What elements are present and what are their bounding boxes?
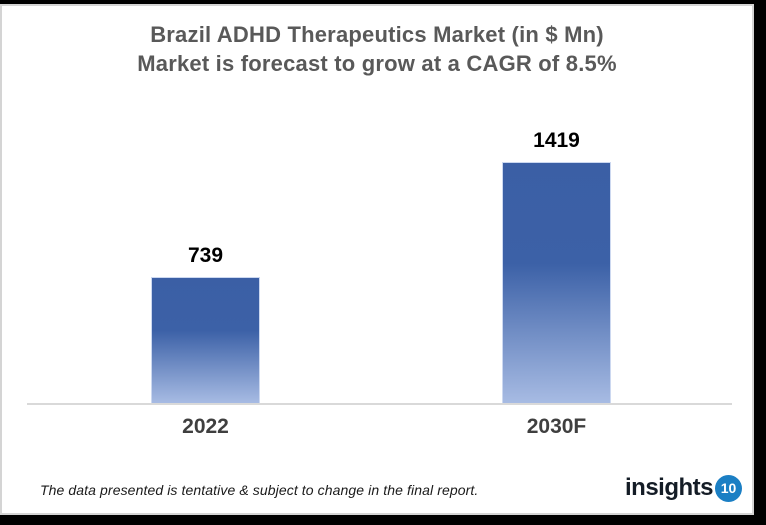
logo-badge-10: 10 xyxy=(715,474,742,502)
logo-wordmark: insights xyxy=(624,474,714,501)
x-axis-label-2030f: 2030F xyxy=(526,415,587,438)
chart-title-line1: Brazil ADHD Therapeutics Market (in $ Mn… xyxy=(150,22,604,47)
plot-area: 739 1419 2022 2030F xyxy=(2,6,752,513)
bar-2030f xyxy=(502,162,611,403)
bar-2022 xyxy=(151,277,260,403)
insights10-logo: insights 10 xyxy=(625,474,742,502)
chart-card: Brazil ADHD Therapeutics Market (in $ Mn… xyxy=(0,4,754,515)
bar-group-2022: 739 xyxy=(151,6,260,403)
x-axis-line xyxy=(27,403,732,405)
x-axis-label-2022: 2022 xyxy=(182,415,229,438)
chart-title: Brazil ADHD Therapeutics Market (in $ Mn… xyxy=(2,20,752,78)
disclaimer-text: The data presented is tentative & subjec… xyxy=(40,482,479,498)
bar-value-label-2022: 739 xyxy=(187,244,224,267)
bar-group-2030f: 1419 xyxy=(502,6,611,403)
bar-value-label-2030f: 1419 xyxy=(533,129,580,152)
chart-title-line2: Market is forecast to grow at a CAGR of … xyxy=(137,51,617,76)
